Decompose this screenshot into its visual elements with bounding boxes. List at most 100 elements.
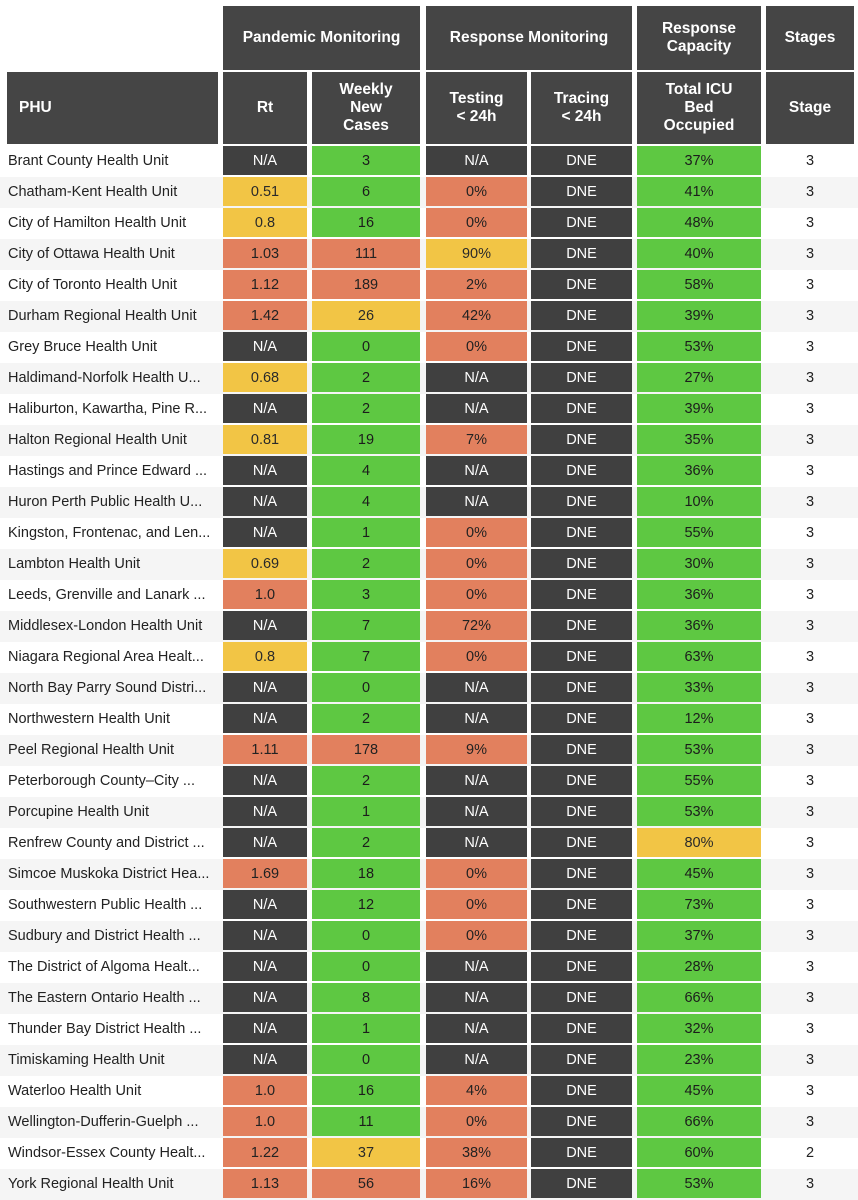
testing-cell: N/A bbox=[426, 828, 527, 857]
icu-cell: 40% bbox=[637, 239, 761, 268]
table-row: Halton Regional Health Unit 0.81 19 7% DNE 35… bbox=[0, 425, 858, 456]
icu-cell: 23% bbox=[637, 1045, 761, 1074]
tracing-cell: DNE bbox=[531, 859, 632, 888]
stage-cell: 3 bbox=[805, 369, 815, 386]
table-row: Sudbury and District Health ... N/A 0 0% DNE… bbox=[0, 921, 858, 952]
rt-cell: N/A bbox=[223, 146, 307, 175]
weekly-cases-cell: 12 bbox=[312, 890, 420, 919]
rt-cell: 1.0 bbox=[223, 580, 307, 609]
tracing-cell: DNE bbox=[531, 270, 632, 299]
rt-cell: N/A bbox=[223, 952, 307, 981]
weekly-cases-cell: 6 bbox=[312, 177, 420, 206]
icu-cell: 35% bbox=[637, 425, 761, 454]
phu-name-cell: Sudbury and District Health ... bbox=[8, 927, 201, 944]
table-row: Leeds, Grenville and Lanark ... 1.0 3 0% DNE… bbox=[0, 580, 858, 611]
phu-name-cell: Southwestern Public Health ... bbox=[8, 896, 203, 913]
icu-cell: 55% bbox=[637, 518, 761, 547]
group-header-stages: Stages bbox=[766, 6, 854, 70]
testing-cell: 0% bbox=[426, 332, 527, 361]
phu-name-cell: Simcoe Muskoka District Hea... bbox=[8, 865, 210, 882]
testing-cell: N/A bbox=[426, 146, 527, 175]
table-row: Porcupine Health Unit N/A 1 N/A DNE 53% 3 bbox=[0, 797, 858, 828]
tracing-cell: DNE bbox=[531, 611, 632, 640]
table-row: Brant County Health Unit N/A 3 N/A DNE 37% 3 bbox=[0, 146, 858, 177]
stage-cell: 3 bbox=[805, 307, 815, 324]
phu-name-cell: Kingston, Frontenac, and Len... bbox=[8, 524, 211, 541]
testing-cell: 0% bbox=[426, 580, 527, 609]
phu-name-cell: North Bay Parry Sound Distri... bbox=[8, 679, 207, 696]
tracing-cell: DNE bbox=[531, 797, 632, 826]
stage-cell: 3 bbox=[805, 617, 815, 634]
icu-cell: 37% bbox=[637, 921, 761, 950]
stage-cell: 3 bbox=[805, 1175, 815, 1192]
table-row: Grey Bruce Health Unit N/A 0 0% DNE 53% 3 bbox=[0, 332, 858, 363]
weekly-cases-cell: 26 bbox=[312, 301, 420, 330]
testing-cell: N/A bbox=[426, 983, 527, 1012]
icu-cell: 28% bbox=[637, 952, 761, 981]
rt-cell: 0.8 bbox=[223, 208, 307, 237]
rt-cell: N/A bbox=[223, 1014, 307, 1043]
icu-cell: 39% bbox=[637, 301, 761, 330]
rt-cell: N/A bbox=[223, 983, 307, 1012]
tracing-cell: DNE bbox=[531, 394, 632, 423]
weekly-cases-cell: 0 bbox=[312, 1045, 420, 1074]
rt-cell: 1.03 bbox=[223, 239, 307, 268]
stage-cell: 3 bbox=[805, 276, 815, 293]
phu-name-cell: The District of Algoma Healt... bbox=[8, 958, 200, 975]
testing-cell: 0% bbox=[426, 549, 527, 578]
phu-name-cell: Northwestern Health Unit bbox=[8, 710, 170, 727]
rt-cell: 0.8 bbox=[223, 642, 307, 671]
phu-name-cell: York Regional Health Unit bbox=[8, 1175, 174, 1192]
icu-cell: 53% bbox=[637, 1169, 761, 1198]
phu-name-cell: Haliburton, Kawartha, Pine R... bbox=[8, 400, 208, 417]
icu-cell: 80% bbox=[637, 828, 761, 857]
tracing-cell: DNE bbox=[531, 239, 632, 268]
testing-cell: 7% bbox=[426, 425, 527, 454]
testing-cell: N/A bbox=[426, 487, 527, 516]
stage-cell: 3 bbox=[805, 772, 815, 789]
icu-cell: 32% bbox=[637, 1014, 761, 1043]
weekly-cases-cell: 2 bbox=[312, 766, 420, 795]
tracing-cell: DNE bbox=[531, 487, 632, 516]
tracing-cell: DNE bbox=[531, 1169, 632, 1198]
rt-cell: N/A bbox=[223, 921, 307, 950]
stage-cell: 3 bbox=[805, 524, 815, 541]
stage-cell: 3 bbox=[805, 214, 815, 231]
icu-cell: 53% bbox=[637, 735, 761, 764]
icu-cell: 37% bbox=[637, 146, 761, 175]
weekly-cases-cell: 19 bbox=[312, 425, 420, 454]
stage-cell: 3 bbox=[805, 245, 815, 262]
tracing-cell: DNE bbox=[531, 828, 632, 857]
phu-name-cell: Huron Perth Public Health U... bbox=[8, 493, 203, 510]
weekly-cases-cell: 56 bbox=[312, 1169, 420, 1198]
table-row: Niagara Regional Area Healt... 0.8 7 0% DNE 6… bbox=[0, 642, 858, 673]
tracing-cell: DNE bbox=[531, 983, 632, 1012]
tracing-cell: DNE bbox=[531, 766, 632, 795]
weekly-cases-cell: 111 bbox=[312, 239, 420, 268]
table-row: Thunder Bay District Health ... N/A 1 N/A DN… bbox=[0, 1014, 858, 1045]
stage-cell: 3 bbox=[805, 896, 815, 913]
icu-cell: 36% bbox=[637, 456, 761, 485]
table-row: Windsor-Essex County Healt... 1.22 37 38% DN… bbox=[0, 1138, 858, 1169]
phu-name-cell: Peel Regional Health Unit bbox=[8, 741, 175, 758]
stage-cell: 3 bbox=[805, 803, 815, 820]
rt-cell: 1.22 bbox=[223, 1138, 307, 1167]
stage-cell: 3 bbox=[805, 493, 815, 510]
weekly-cases-cell: 0 bbox=[312, 332, 420, 361]
testing-cell: 0% bbox=[426, 518, 527, 547]
tracing-cell: DNE bbox=[531, 735, 632, 764]
rt-cell: N/A bbox=[223, 518, 307, 547]
table-row: York Regional Health Unit 1.13 56 16% DNE 53%… bbox=[0, 1169, 858, 1200]
column-header-rt: Rt bbox=[223, 72, 307, 144]
phu-name-cell: Leeds, Grenville and Lanark ... bbox=[8, 586, 206, 603]
stage-cell: 3 bbox=[805, 958, 815, 975]
weekly-cases-cell: 2 bbox=[312, 363, 420, 392]
column-header-icu: Total ICU Bed Occupied bbox=[637, 72, 761, 144]
tracing-cell: DNE bbox=[531, 704, 632, 733]
testing-cell: 0% bbox=[426, 1107, 527, 1136]
phu-name-cell: Niagara Regional Area Healt... bbox=[8, 648, 204, 665]
tracing-cell: DNE bbox=[531, 146, 632, 175]
stage-cell: 3 bbox=[805, 679, 815, 696]
table-row: Wellington-Dufferin-Guelph ... 1.0 11 0% DNE… bbox=[0, 1107, 858, 1138]
stage-cell: 3 bbox=[805, 1051, 815, 1068]
